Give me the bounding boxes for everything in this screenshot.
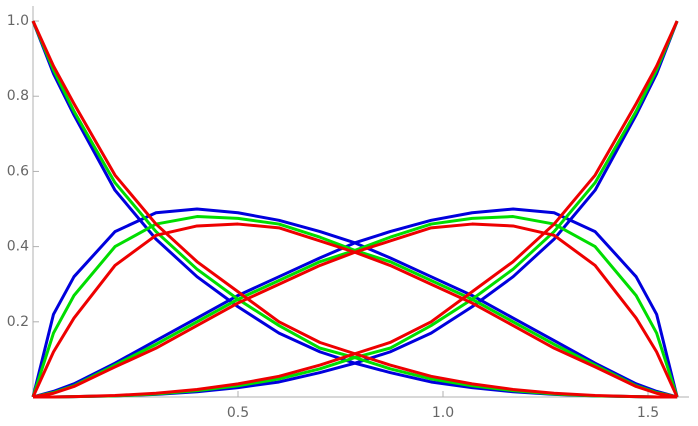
x-tick-label: 1.5 bbox=[637, 405, 659, 421]
y-tick-label: 0.4 bbox=[7, 239, 29, 255]
x-tick-label: 1.0 bbox=[432, 405, 454, 421]
y-tick-label: 1.0 bbox=[7, 13, 29, 29]
curve bbox=[33, 20, 679, 399]
curve bbox=[32, 215, 679, 399]
curve bbox=[32, 207, 679, 399]
y-tick-label: 0.2 bbox=[7, 314, 29, 330]
y-tick-label: 0.8 bbox=[7, 88, 29, 104]
x-tick-label: 0.5 bbox=[227, 405, 249, 421]
curve bbox=[32, 222, 679, 399]
y-tick-label: 0.6 bbox=[7, 163, 29, 179]
